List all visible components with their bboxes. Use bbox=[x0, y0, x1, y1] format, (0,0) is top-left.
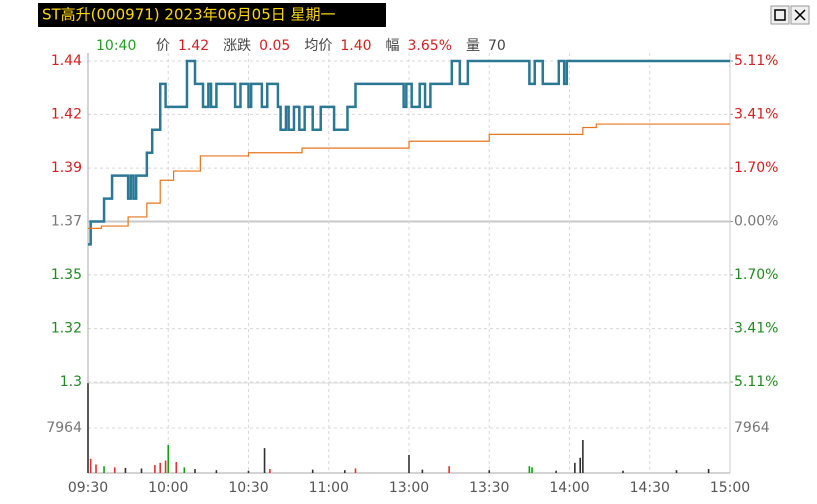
quote-time: 10:40 bbox=[96, 38, 136, 54]
volume-bar bbox=[269, 469, 271, 473]
y-tick-label: 1.39 bbox=[51, 160, 82, 176]
volume-bar bbox=[488, 470, 491, 473]
quote-value: 1.40 bbox=[340, 38, 371, 54]
x-tick-label: 14:30 bbox=[630, 480, 670, 496]
x-tick-label: 13:00 bbox=[389, 480, 429, 496]
volume-bar bbox=[215, 470, 218, 473]
y2-tick-label: 7964 bbox=[734, 420, 770, 436]
y-tick-label: 7964 bbox=[46, 420, 82, 436]
price-line bbox=[88, 59, 730, 246]
y-tick-label: 1.42 bbox=[51, 106, 82, 122]
volume-bar bbox=[103, 466, 105, 473]
quote-value: 1.42 bbox=[178, 38, 209, 54]
volume-bar bbox=[421, 469, 424, 473]
volume-bar bbox=[311, 469, 314, 473]
x-tick-label: 10:00 bbox=[148, 480, 188, 496]
restore-button[interactable] bbox=[770, 5, 790, 25]
volume-bar bbox=[154, 465, 156, 473]
y2-tick-label: 3.41% bbox=[734, 106, 778, 122]
volume-bar bbox=[622, 470, 624, 473]
y-tick-label: 1.37 bbox=[51, 214, 82, 230]
x-tick-label: 13:30 bbox=[469, 480, 509, 496]
close-button[interactable] bbox=[790, 5, 810, 25]
title-bar bbox=[38, 3, 386, 27]
x-tick-label: 09:30 bbox=[68, 480, 108, 496]
y2-tick-label: 5.11% bbox=[734, 374, 778, 390]
volume-bar bbox=[531, 467, 533, 473]
volume-bar bbox=[159, 462, 162, 473]
volume-bar bbox=[247, 470, 250, 473]
volume-bar bbox=[140, 468, 143, 473]
x-tick-label: 14:00 bbox=[549, 480, 589, 496]
volume-bar bbox=[89, 458, 92, 473]
x-tick-label: 11:00 bbox=[309, 480, 349, 496]
volume-bar bbox=[408, 454, 410, 473]
quote-label: 均价 bbox=[304, 38, 332, 54]
volume-bar bbox=[167, 445, 170, 473]
quote-label: 量 bbox=[466, 38, 480, 54]
price-line bbox=[88, 123, 730, 229]
volume-bar bbox=[354, 468, 357, 473]
volume-bar bbox=[555, 470, 557, 473]
y-tick-label: 1.44 bbox=[51, 53, 82, 69]
quote-label: 价 bbox=[156, 38, 170, 54]
y-tick-label: 1.3 bbox=[60, 374, 82, 390]
volume-bar bbox=[113, 467, 116, 473]
quote-label: 幅 bbox=[386, 38, 400, 54]
volume-bar bbox=[194, 469, 196, 473]
volume-bar bbox=[579, 457, 581, 473]
y-tick-label: 1.35 bbox=[51, 267, 82, 283]
quote-value: 70 bbox=[488, 38, 506, 54]
volume-bar bbox=[448, 466, 450, 473]
volume-bar bbox=[344, 470, 346, 473]
volume-bar bbox=[183, 467, 186, 473]
volume-bar bbox=[675, 470, 678, 473]
x-tick-label: 10:30 bbox=[228, 480, 268, 496]
y2-tick-label: 0.00% bbox=[734, 214, 778, 230]
volume-bar bbox=[124, 467, 127, 473]
volume-bar bbox=[574, 462, 576, 473]
volume-bar bbox=[582, 440, 584, 473]
quote-value: 0.05 bbox=[259, 38, 290, 54]
quote-value: 3.65% bbox=[408, 38, 452, 54]
x-tick-label: 15:00 bbox=[710, 480, 750, 496]
volume-bar bbox=[164, 460, 167, 473]
volume-bar bbox=[263, 448, 266, 473]
title: ST高升(000971) 2023年06月05日 星期一 bbox=[42, 6, 336, 24]
volume-bar bbox=[95, 464, 97, 473]
volume-bar bbox=[87, 383, 89, 473]
volume-bar bbox=[528, 466, 531, 473]
volume-bar bbox=[707, 469, 710, 473]
y2-tick-label: 1.70% bbox=[734, 160, 778, 176]
y2-tick-label: 3.41% bbox=[734, 321, 778, 337]
y-tick-label: 1.32 bbox=[51, 321, 82, 337]
volume-bar bbox=[175, 461, 178, 473]
y2-tick-label: 1.70% bbox=[734, 267, 778, 283]
quote-label: 涨跌 bbox=[223, 38, 251, 54]
y2-tick-label: 5.11% bbox=[734, 53, 778, 69]
